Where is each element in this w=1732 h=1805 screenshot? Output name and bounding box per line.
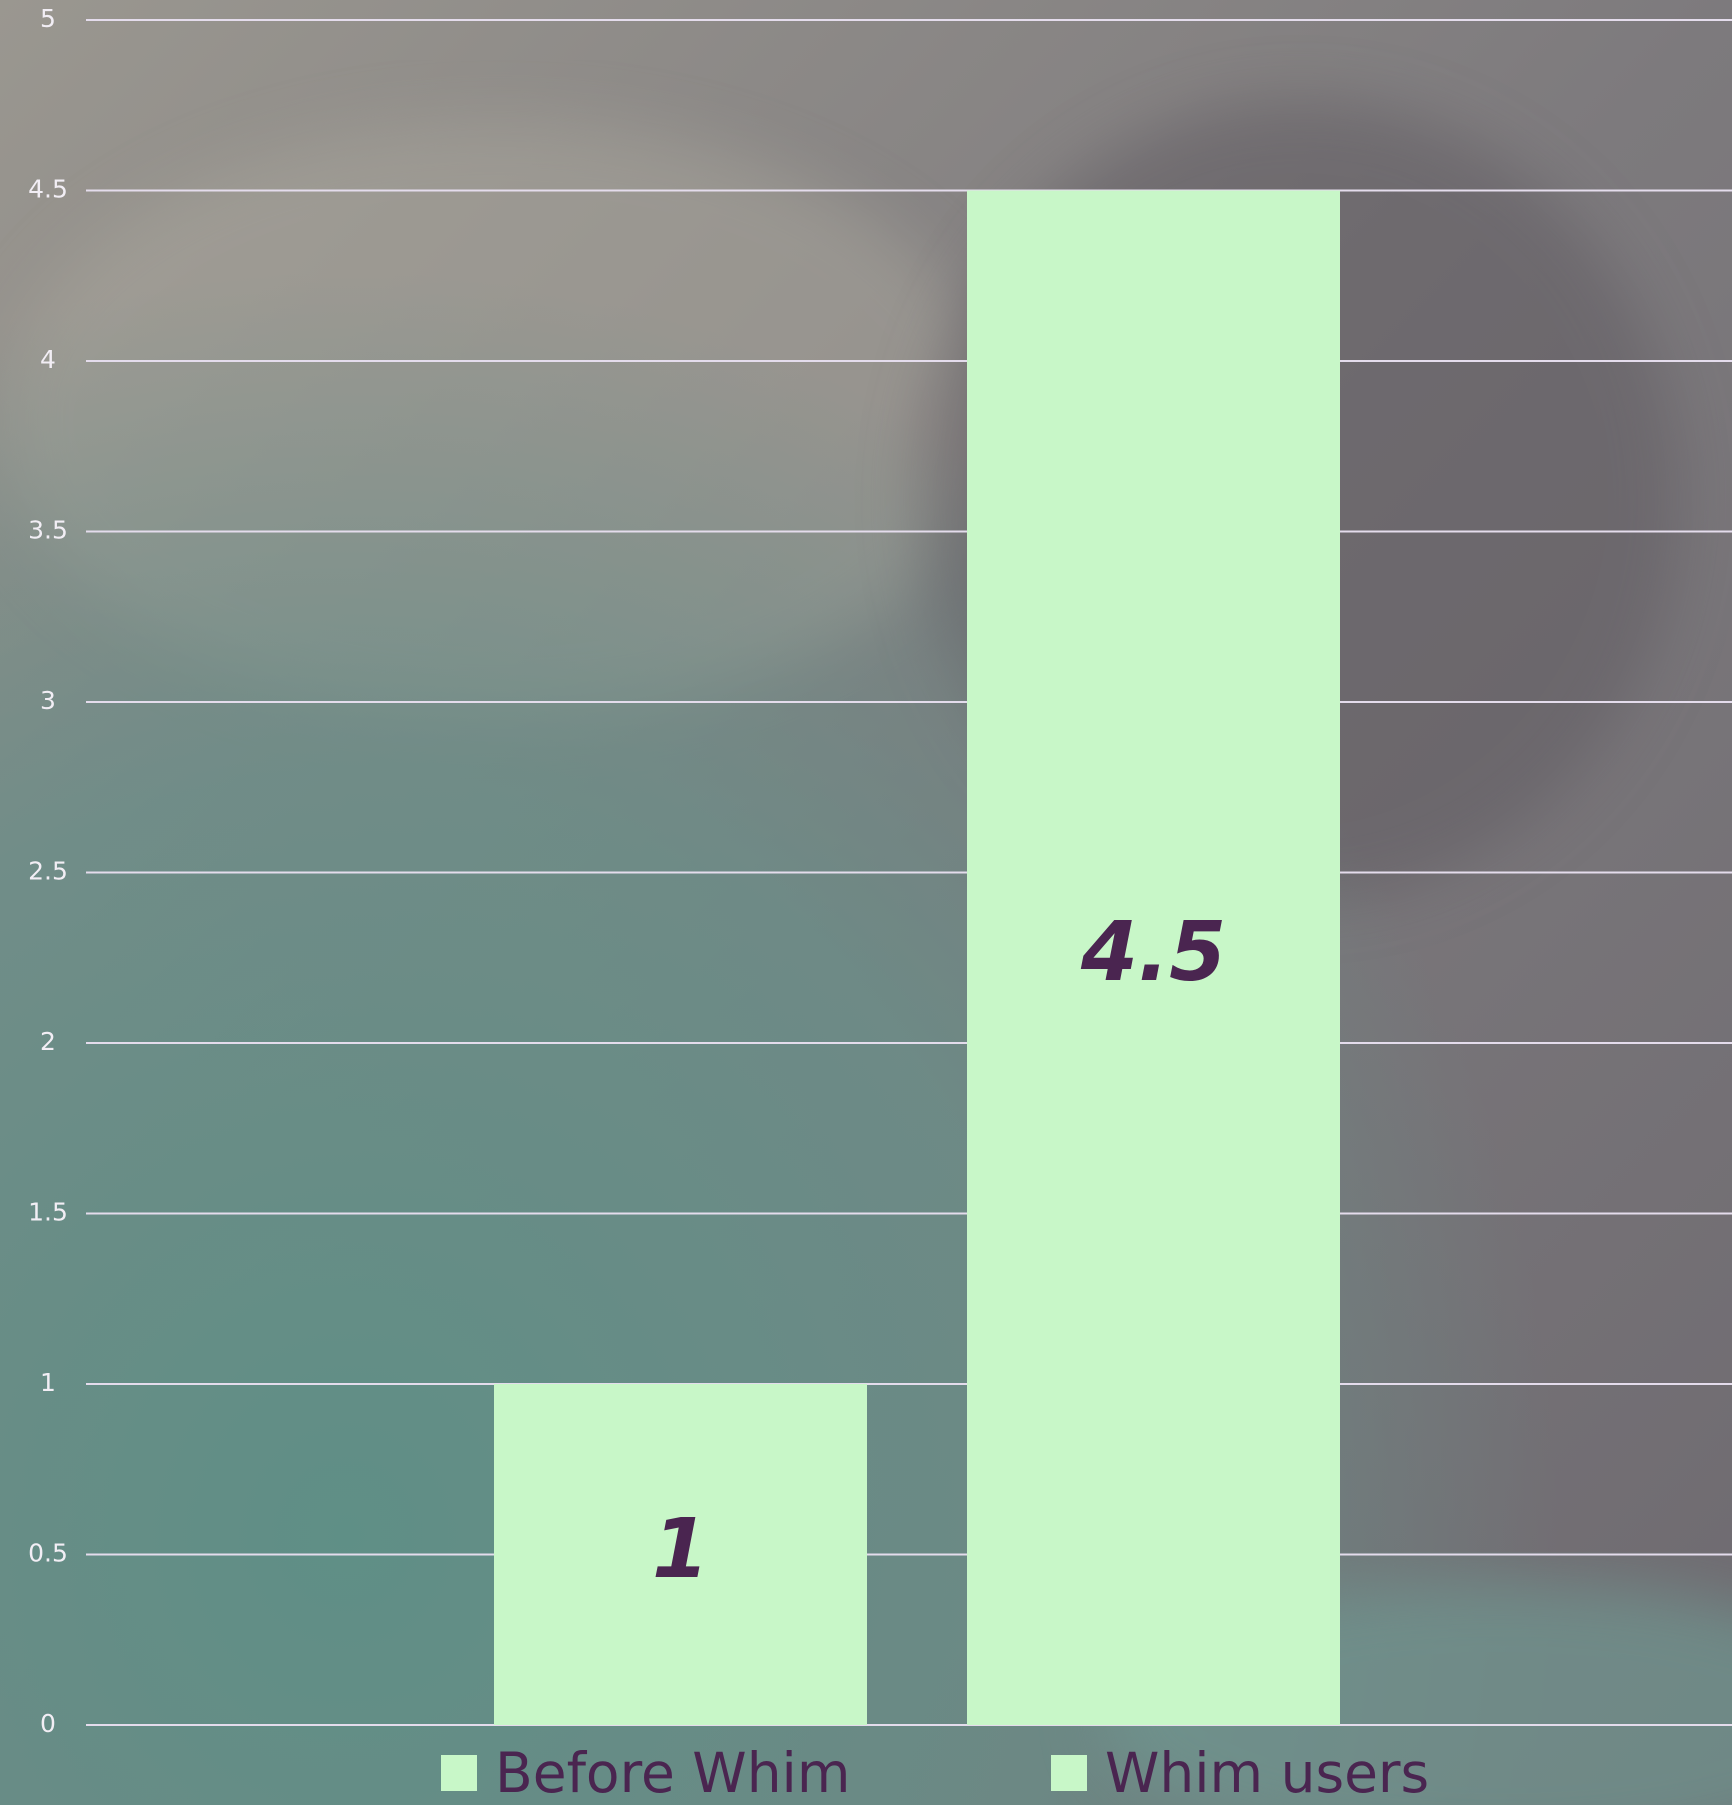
- legend-swatch: [441, 1755, 477, 1791]
- data-label: 1: [652, 1502, 709, 1597]
- y-tick-label: 4.5: [28, 175, 68, 204]
- bar: [967, 190, 1340, 1725]
- y-tick-label: 2: [40, 1027, 56, 1056]
- y-tick-label: 3.5: [28, 516, 68, 545]
- y-tick-label: 2.5: [28, 857, 68, 886]
- y-tick-label: 1.5: [28, 1198, 68, 1227]
- plot-area: 0 0.5 1 1.5 2 2.5 3 3.5 4 4.5 5 1 4.5 Before Whim Whim…: [28, 4, 1732, 1805]
- y-tick-label: 5: [40, 4, 56, 33]
- y-tick-label: 4: [40, 345, 56, 374]
- legend-label: Whim users: [1105, 1741, 1429, 1805]
- y-tick-label: 3: [40, 686, 56, 715]
- data-label: 4.5: [1080, 905, 1226, 1000]
- y-tick-label: 0: [40, 1709, 56, 1738]
- legend-label: Before Whim: [495, 1741, 850, 1805]
- y-tick-label: 0.5: [28, 1539, 68, 1568]
- bar: [494, 1384, 867, 1725]
- y-tick-label: 1: [40, 1368, 56, 1397]
- legend-swatch: [1051, 1755, 1087, 1791]
